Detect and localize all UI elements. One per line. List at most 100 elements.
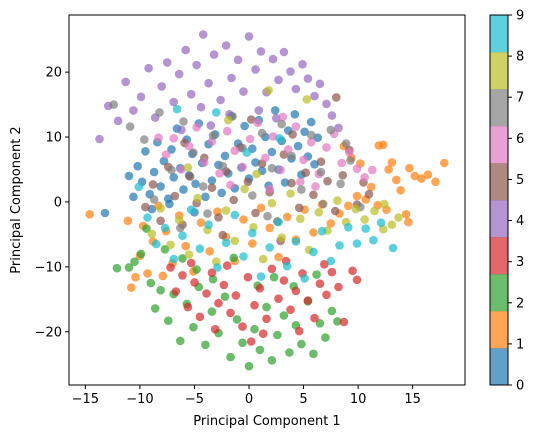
scatter-point-class-5 [207, 183, 217, 192]
scatter-point-class-2 [164, 316, 173, 326]
scatter-point-class-5 [251, 208, 260, 218]
scatter-point-class-5 [141, 202, 150, 212]
scatter-point-class-4 [177, 125, 186, 135]
colorbar-tick-label: 8 [516, 50, 524, 65]
scatter-point-class-1 [387, 158, 397, 167]
scatter-point-class-9 [230, 210, 240, 220]
scatter-point-class-3 [195, 312, 205, 322]
scatter-point-class-4 [322, 99, 331, 109]
scatter-point-class-9 [275, 134, 284, 143]
scatter-point-class-6 [215, 169, 224, 178]
scatter-point-class-6 [154, 133, 163, 142]
scatter-point-class-9 [213, 263, 222, 272]
scatter-point-class-4 [334, 123, 343, 133]
scatter-point-class-2 [189, 322, 198, 332]
scatter-point-class-2 [192, 265, 201, 274]
scatter-point-class-2 [226, 352, 235, 362]
scatter-point-class-3 [250, 300, 259, 310]
scatter-point-class-9 [352, 239, 362, 248]
scatter-point-class-2 [176, 336, 185, 346]
scatter-point-class-2 [136, 249, 146, 259]
scatter-point-class-9 [300, 274, 309, 283]
scatter-point-class-0 [191, 179, 200, 189]
scatter-point-class-3 [219, 280, 229, 290]
scatter-point-class-7 [125, 122, 135, 131]
scatter-point-class-6 [296, 177, 305, 187]
scatter-point-class-4 [129, 106, 138, 115]
scatter-point-class-5 [246, 115, 256, 124]
colorbar-tick-label: 9 [516, 9, 524, 24]
scatter-point-class-0 [169, 173, 178, 182]
scatter-point-class-6 [161, 150, 171, 159]
scatter-point-class-9 [239, 252, 248, 261]
x-tick-label: −5 [185, 392, 204, 407]
colorbar-segment-6 [490, 126, 508, 164]
scatter-point-class-2 [297, 339, 306, 349]
scatter-point-class-7 [297, 185, 306, 194]
scatter-point-class-0 [141, 147, 150, 156]
scatter-point-class-3 [190, 278, 199, 287]
scatter-point-class-8 [370, 206, 379, 216]
colorbar-segment-1 [490, 311, 508, 349]
scatter-point-class-3 [322, 290, 331, 300]
colorbar-segment-5 [490, 163, 508, 201]
scatter-point-class-6 [230, 146, 240, 155]
scatter-point-class-4 [95, 134, 104, 144]
scatter-point-class-6 [306, 137, 316, 147]
scatter-point-class-8 [333, 196, 342, 205]
scatter-point-class-9 [172, 104, 182, 114]
scatter-point-class-9 [134, 182, 144, 192]
scatter-point-class-9 [344, 223, 353, 232]
scatter-point-class-1 [423, 170, 433, 179]
scatter-point-class-2 [112, 263, 122, 273]
x-tick-label: −10 [126, 392, 153, 407]
scatter-point-class-5 [330, 206, 340, 216]
scatter-point-class-3 [171, 287, 181, 296]
scatter-point-class-9 [388, 243, 398, 253]
scatter-point-class-0 [129, 192, 138, 202]
scatter-point-class-7 [155, 108, 164, 117]
scatter-point-class-4 [244, 32, 254, 41]
scatter-point-class-7 [198, 182, 208, 191]
scatter-point-class-3 [183, 302, 193, 312]
scatter-point-class-4 [169, 97, 178, 107]
scatter-point-class-6 [299, 155, 308, 165]
scatter-point-class-7 [167, 165, 176, 175]
scatter-point-class-2 [142, 224, 151, 233]
points-layer [85, 30, 449, 371]
scatter-point-class-2 [309, 349, 318, 359]
scatter-point-class-3 [294, 326, 304, 336]
scatter-point-class-0 [270, 106, 280, 115]
scatter-point-class-9 [178, 231, 187, 240]
scatter-point-class-0 [313, 133, 323, 142]
scatter-point-class-7 [326, 125, 336, 135]
scatter-point-class-3 [334, 282, 343, 292]
scatter-point-class-2 [273, 330, 282, 340]
scatter-point-class-4 [196, 102, 206, 112]
scatter-point-class-0 [293, 141, 303, 151]
scatter-point-class-8 [314, 208, 324, 217]
scatter-point-class-8 [166, 240, 175, 250]
scatter-point-class-4 [113, 116, 123, 126]
scatter-point-class-7 [203, 209, 212, 218]
scatter-point-class-9 [309, 247, 318, 257]
scatter-point-class-7 [336, 179, 345, 189]
colorbar-segment-2 [490, 274, 508, 312]
scatter-point-class-6 [322, 143, 331, 152]
scatter-point-class-8 [174, 215, 184, 225]
scatter-point-class-1 [392, 175, 401, 185]
scatter-point-class-4 [254, 106, 264, 115]
scatter-point-class-2 [269, 272, 279, 282]
scatter-point-class-2 [327, 306, 337, 316]
scatter-point-class-6 [291, 122, 301, 131]
scatter-point-class-9 [248, 228, 257, 238]
scatter-point-class-9 [212, 108, 221, 117]
scatter-point-class-8 [351, 204, 361, 214]
scatter-point-class-2 [208, 274, 218, 284]
scatter-point-class-8 [147, 229, 157, 239]
scatter-point-class-1 [205, 247, 214, 256]
scatter-point-class-2 [285, 348, 294, 357]
scatter-point-class-4 [298, 60, 307, 69]
scatter-point-class-1 [417, 174, 426, 183]
